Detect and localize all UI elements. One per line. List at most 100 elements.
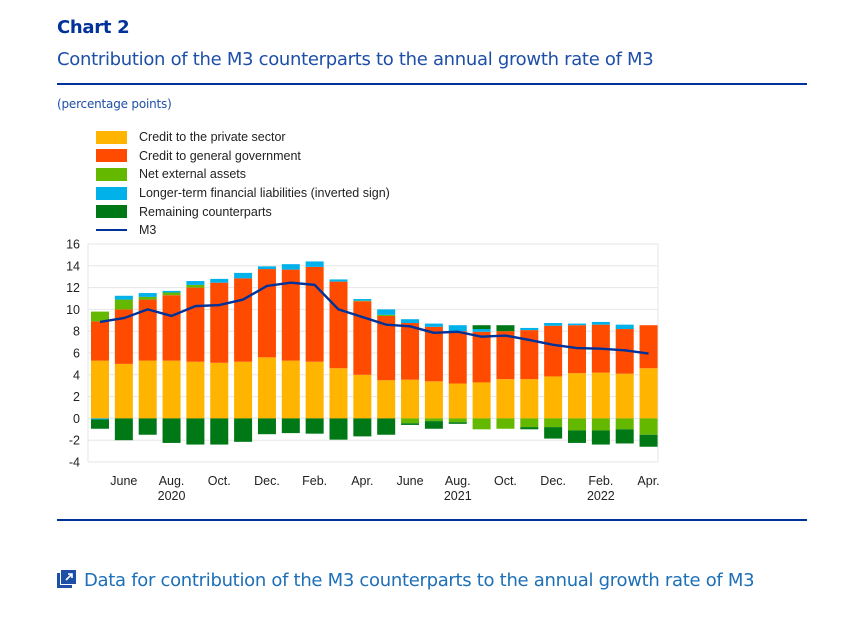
bar-segment-net-external: [544, 418, 563, 428]
bar-stack: [496, 325, 515, 429]
bar-segment-remaining: [281, 418, 300, 434]
bar-segment-longer-term-liab: [162, 290, 181, 293]
legend-label: Net external assets: [139, 167, 246, 182]
bar-segment-remaining: [91, 419, 109, 429]
bar-segment-longer-term-liab: [353, 299, 372, 301]
bar-segment-government-credit: [448, 331, 467, 384]
bar-stack: [210, 278, 229, 445]
bar-segment-net-external: [424, 418, 443, 422]
bar-segment-government-credit: [639, 325, 658, 369]
bar-stack: [544, 323, 563, 439]
bar-segment-net-external: [472, 418, 491, 430]
bar-segment-longer-term-liab: [305, 261, 324, 267]
bar-segment-net-external: [401, 418, 420, 424]
x-tick-label: Feb.: [588, 474, 613, 488]
bar-stack: [448, 325, 467, 424]
data-download-link[interactable]: Data for contribution of the M3 counterp…: [57, 566, 797, 596]
bar-segment-remaining: [591, 430, 610, 445]
bar-segment-longer-term-liab: [448, 325, 467, 332]
x-tick-label: Apr.: [637, 474, 659, 488]
legend-label: Longer-term financial liabilities (inver…: [139, 186, 390, 201]
bar-segment-private-credit: [520, 379, 539, 419]
bar-segment-government-credit: [401, 323, 420, 380]
bar-segment-private-credit: [210, 362, 229, 419]
y-tick-label: 10: [66, 303, 80, 317]
y-tick-label: 16: [66, 238, 80, 252]
legend-swatch-remaining-counterparts: [96, 205, 127, 219]
bar-segment-government-credit: [186, 287, 205, 362]
bar-stack: [568, 323, 586, 443]
bar-segment-government-credit: [138, 299, 157, 361]
legend-swatch-net-external-assets: [96, 167, 127, 181]
bar-segment-remaining: [138, 418, 157, 435]
bar-segment-government-credit: [210, 282, 229, 363]
x-tick-year: 2022: [587, 489, 615, 503]
bar-stack: [138, 293, 157, 435]
bar-segment-net-external: [591, 418, 610, 431]
bar-segment-net-external: [377, 314, 396, 316]
bar-segment-private-credit: [615, 373, 634, 419]
bars: [91, 261, 658, 447]
bar-segment-remaining: [210, 418, 229, 445]
y-tick-label: 2: [73, 390, 80, 404]
bar-segment-private-credit: [544, 376, 563, 419]
legend-label: M3: [139, 223, 157, 238]
bar-stack: [305, 261, 324, 434]
x-tick-label: Oct.: [208, 474, 231, 488]
y-axis-ticks: -4 -2 0 2 4 6 8 10 12 14 16: [66, 238, 80, 470]
bar-segment-private-credit: [568, 373, 586, 419]
bar-segment-longer-term-liab: [615, 324, 634, 330]
x-tick-label: June: [110, 474, 137, 488]
bar-segment-longer-term-liab: [424, 323, 443, 327]
bar-stack: [520, 327, 539, 430]
bar-stack: [639, 325, 658, 447]
bar-stack: [91, 311, 109, 429]
legend-item-net-external-assets: Net external assets: [96, 165, 390, 184]
bar-segment-net-external: [186, 284, 205, 288]
bar-segment-remaining: [448, 422, 467, 424]
legend-swatch-private-credit: [96, 130, 127, 144]
chart-title: Contribution of the M3 counterparts to t…: [57, 49, 654, 70]
legend-line-m3: [96, 229, 127, 232]
units-label: (percentage points): [57, 97, 172, 111]
bar-segment-net-external: [162, 292, 181, 296]
bar-segment-longer-term-liab: [234, 272, 253, 279]
bar-segment-government-credit: [305, 266, 324, 362]
bar-segment-government-credit: [353, 301, 372, 375]
y-tick-label: 12: [66, 281, 80, 295]
y-tick-label: -4: [69, 456, 80, 470]
y-tick-label: 6: [73, 347, 80, 361]
y-tick-label: 4: [73, 368, 80, 382]
bar-stack: [424, 323, 443, 429]
x-tick-label: Dec.: [540, 474, 566, 488]
bar-segment-private-credit: [424, 381, 443, 419]
bar-segment-private-credit: [639, 368, 658, 419]
data-link-text[interactable]: Data for contribution of the M3 counterp…: [84, 570, 755, 591]
legend-item-government-credit: Credit to general government: [96, 147, 390, 166]
title-divider: [57, 83, 807, 85]
bar-segment-remaining: [544, 427, 563, 439]
bar-segment-remaining: [305, 418, 324, 434]
bar-segment-longer-term-liab: [591, 321, 610, 325]
bar-segment-private-credit: [329, 368, 348, 419]
bar-stack: [401, 319, 420, 425]
legend-swatch-longer-term-liabilities: [96, 186, 127, 200]
bar-stack: [615, 324, 634, 444]
bar-segment-private-credit: [91, 360, 109, 419]
bar-segment-longer-term-liab: [568, 323, 586, 326]
y-tick-label: -2: [69, 434, 80, 448]
y-tick-label: 14: [66, 259, 80, 273]
bar-segment-remaining: [234, 418, 253, 442]
bar-segment-government-credit: [281, 269, 300, 361]
legend-item-private-credit: Credit to the private sector: [96, 128, 390, 147]
bar-segment-government-credit: [377, 315, 396, 381]
legend-item-remaining-counterparts: Remaining counterparts: [96, 202, 390, 221]
bar-segment-government-credit: [91, 321, 109, 361]
bar-segment-remaining: [186, 418, 205, 445]
bar-segment-net-external: [639, 418, 658, 435]
bar-segment-government-credit: [257, 269, 276, 358]
bar-segment-longer-term-liab: [544, 323, 563, 326]
bar-segment-government-credit: [329, 281, 348, 369]
x-tick-label: Aug.: [159, 474, 185, 488]
